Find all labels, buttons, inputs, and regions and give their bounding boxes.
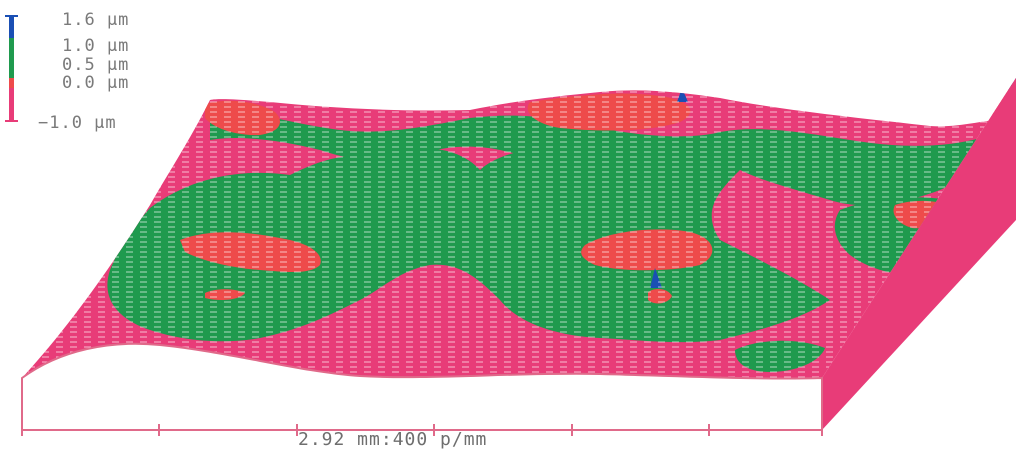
legend-label-0-0: 0.0 μm: [62, 73, 129, 93]
x-axis: 2.92 mm:400 p/mm: [21, 424, 823, 450]
legend-label-1-0: 1.0 μm: [62, 36, 129, 56]
legend-scale-bar-blue: [9, 15, 14, 38]
x-axis-scale-label: 2.92 mm:400 p/mm: [298, 429, 487, 450]
surface-front-face: [21, 342, 823, 431]
legend-label-0-5: 0.5 μm: [62, 55, 129, 75]
legend-scale-bar-green: [9, 38, 14, 78]
surface-side-face: [822, 78, 1016, 430]
legend-scale-bar-magenta: [9, 88, 14, 120]
legend-label-1-6: 1.6 μm: [62, 10, 129, 30]
surface-3d-plot: [21, 78, 1016, 431]
legend-scale-bar-red: [9, 78, 14, 88]
color-legend: 1.6 μm 1.0 μm 0.5 μm 0.0 μm −1.0 μm: [5, 10, 129, 133]
legend-label-minus-1-0: −1.0 μm: [38, 113, 117, 133]
